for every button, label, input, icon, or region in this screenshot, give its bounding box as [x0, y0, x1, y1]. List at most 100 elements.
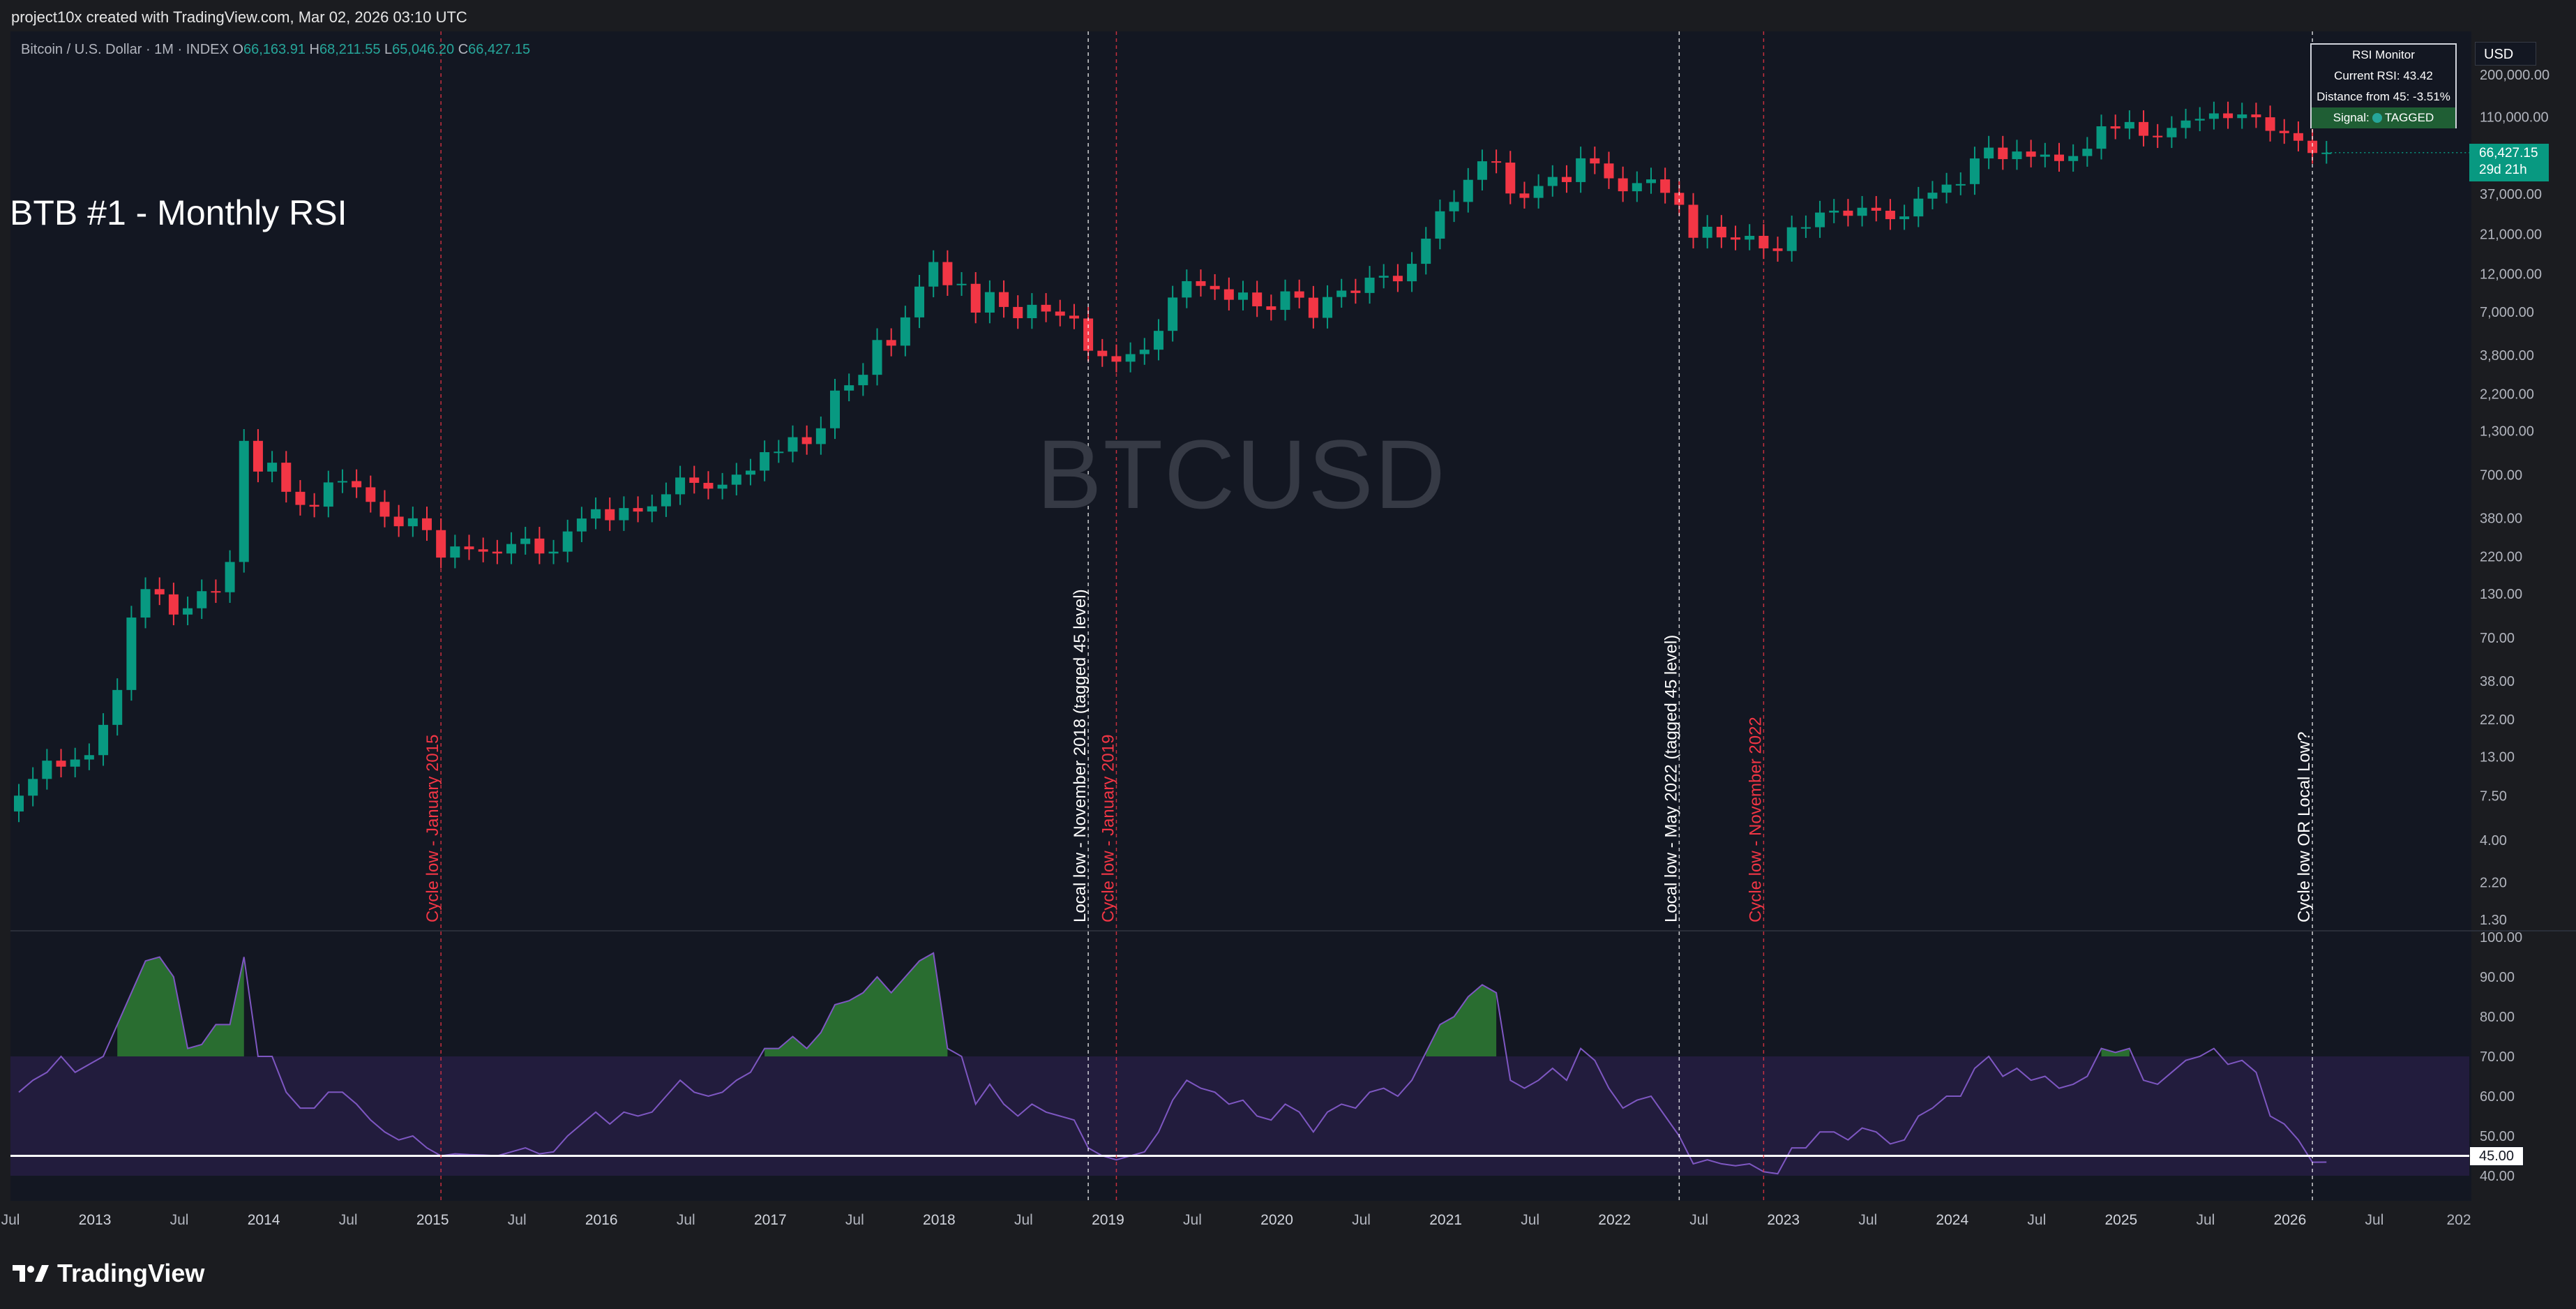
candle-body	[1857, 207, 1867, 216]
price-tick-label: 12,000.00	[2480, 267, 2542, 282]
candle-body	[1125, 354, 1136, 362]
price-tick-label: 380.00	[2480, 511, 2522, 526]
rsi-monitor-table: RSI Monitor Current RSI: 43.42 Distance …	[2310, 43, 2457, 128]
candle-body	[2307, 140, 2318, 154]
time-tick-label: 2025	[2105, 1212, 2138, 1228]
candle-body	[984, 292, 995, 313]
candle-body	[815, 428, 826, 444]
candle-body	[168, 594, 179, 615]
candle-body	[1350, 290, 1361, 293]
candle-body	[2026, 151, 2036, 157]
candle-body	[1407, 264, 1417, 282]
candle-body	[900, 317, 910, 346]
close-value: 66,427.15	[468, 42, 531, 57]
candle-body	[1323, 297, 1333, 318]
rsi-overbought-fill	[1426, 985, 1497, 1056]
candle-body	[2194, 119, 2205, 121]
candle-body	[2279, 130, 2289, 133]
candle-body	[605, 509, 615, 521]
candle-body	[1576, 158, 1586, 182]
candle-body	[1111, 356, 1122, 362]
open-label: O	[232, 42, 243, 57]
candle-body	[2040, 154, 2050, 157]
candle-body	[28, 779, 38, 796]
price-tick-label: 2.20	[2480, 876, 2507, 891]
candle-body	[1688, 204, 1698, 238]
candle-body	[1280, 291, 1290, 311]
rsi-overbought-fill	[117, 957, 244, 1056]
candle-body	[2082, 149, 2093, 156]
candle-body	[1519, 193, 1530, 198]
price-tick-label: 3,800.00	[2480, 348, 2534, 364]
price-tick-label: 7,000.00	[2480, 305, 2534, 320]
time-tick-label: Jul	[2365, 1212, 2384, 1228]
candle-body	[872, 340, 882, 375]
tradingview-logo[interactable]: TradingView	[13, 1259, 204, 1288]
candle-body	[2153, 135, 2163, 137]
candle-body	[886, 340, 896, 346]
candle-body	[1786, 227, 1797, 251]
candle-body	[1266, 306, 1276, 311]
candle-body	[1477, 161, 1487, 180]
rsi-tick-label: 50.00	[2480, 1129, 2515, 1144]
candle-body	[1435, 211, 1445, 239]
time-tick-label: 2018	[923, 1212, 956, 1228]
symbol-info: Bitcoin / U.S. Dollar · 1M · INDEX O66,1…	[21, 42, 530, 58]
candle-body	[760, 452, 770, 471]
candle-body	[2110, 126, 2121, 129]
tradingview-logo-icon	[13, 1265, 49, 1282]
candle-body	[295, 491, 306, 505]
signal-dot-icon	[2372, 113, 2382, 123]
event-marker-label: Cycle low - November 2022	[1746, 717, 1765, 922]
rsi-overbought-fill	[764, 952, 948, 1056]
low-label: L	[384, 42, 393, 57]
monitor-title: RSI Monitor	[2352, 48, 2415, 61]
time-tick-label: 2014	[248, 1212, 280, 1228]
time-tick-label: 2024	[1936, 1212, 1968, 1228]
monitor-signal-value: TAGGED	[2384, 111, 2434, 124]
symbol-watermark: BTCUSD	[1037, 419, 1447, 529]
candle-body	[393, 516, 404, 527]
price-tick-label: 70.00	[2480, 631, 2515, 646]
time-tick-label: 2020	[1260, 1212, 1293, 1228]
candle-body	[999, 292, 1009, 307]
candle-body	[1294, 291, 1304, 298]
price-tick-label: 110,000.00	[2480, 110, 2549, 126]
candle-body	[1097, 350, 1108, 357]
candle-body	[1800, 227, 1811, 229]
candle-body	[914, 286, 925, 317]
candle-body	[1449, 202, 1459, 211]
tradingview-wordmark: TradingView	[57, 1259, 205, 1287]
candle-body	[1421, 238, 1431, 264]
candle-body	[211, 591, 221, 593]
time-tick-label: 202	[2446, 1212, 2471, 1228]
candle-body	[2223, 113, 2234, 119]
event-marker-label: Cycle low - January 2019	[1099, 735, 1117, 922]
candle-body	[1843, 210, 1853, 216]
candle-body	[520, 538, 531, 544]
candle-body	[1336, 290, 1347, 297]
time-tick-label: Jul	[1352, 1212, 1371, 1228]
candle-body	[1955, 184, 1966, 186]
rsi-tick-label: 70.00	[2480, 1049, 2515, 1065]
time-tick-label: Jul	[845, 1212, 864, 1228]
price-tick-label: 7.50	[2480, 788, 2507, 804]
candle-body	[1139, 350, 1150, 354]
high-label: H	[309, 42, 319, 57]
price-tick-label: 700.00	[2480, 468, 2522, 483]
candle-body	[1632, 183, 1642, 192]
candle-body	[1604, 163, 1614, 179]
currency-button[interactable]: USD	[2475, 42, 2536, 66]
candle-body	[56, 761, 66, 767]
candle-body	[1984, 147, 1994, 159]
candle-body	[1772, 248, 1783, 251]
price-tick-label: 2,200.00	[2480, 387, 2534, 402]
close-label: C	[458, 42, 469, 57]
time-tick-label: Jul	[170, 1212, 189, 1228]
candle-body	[1013, 306, 1023, 318]
candle-body	[281, 463, 292, 492]
time-tick-label: 2016	[585, 1212, 618, 1228]
candle-body	[717, 484, 728, 489]
chart-area[interactable]	[10, 31, 2471, 1201]
